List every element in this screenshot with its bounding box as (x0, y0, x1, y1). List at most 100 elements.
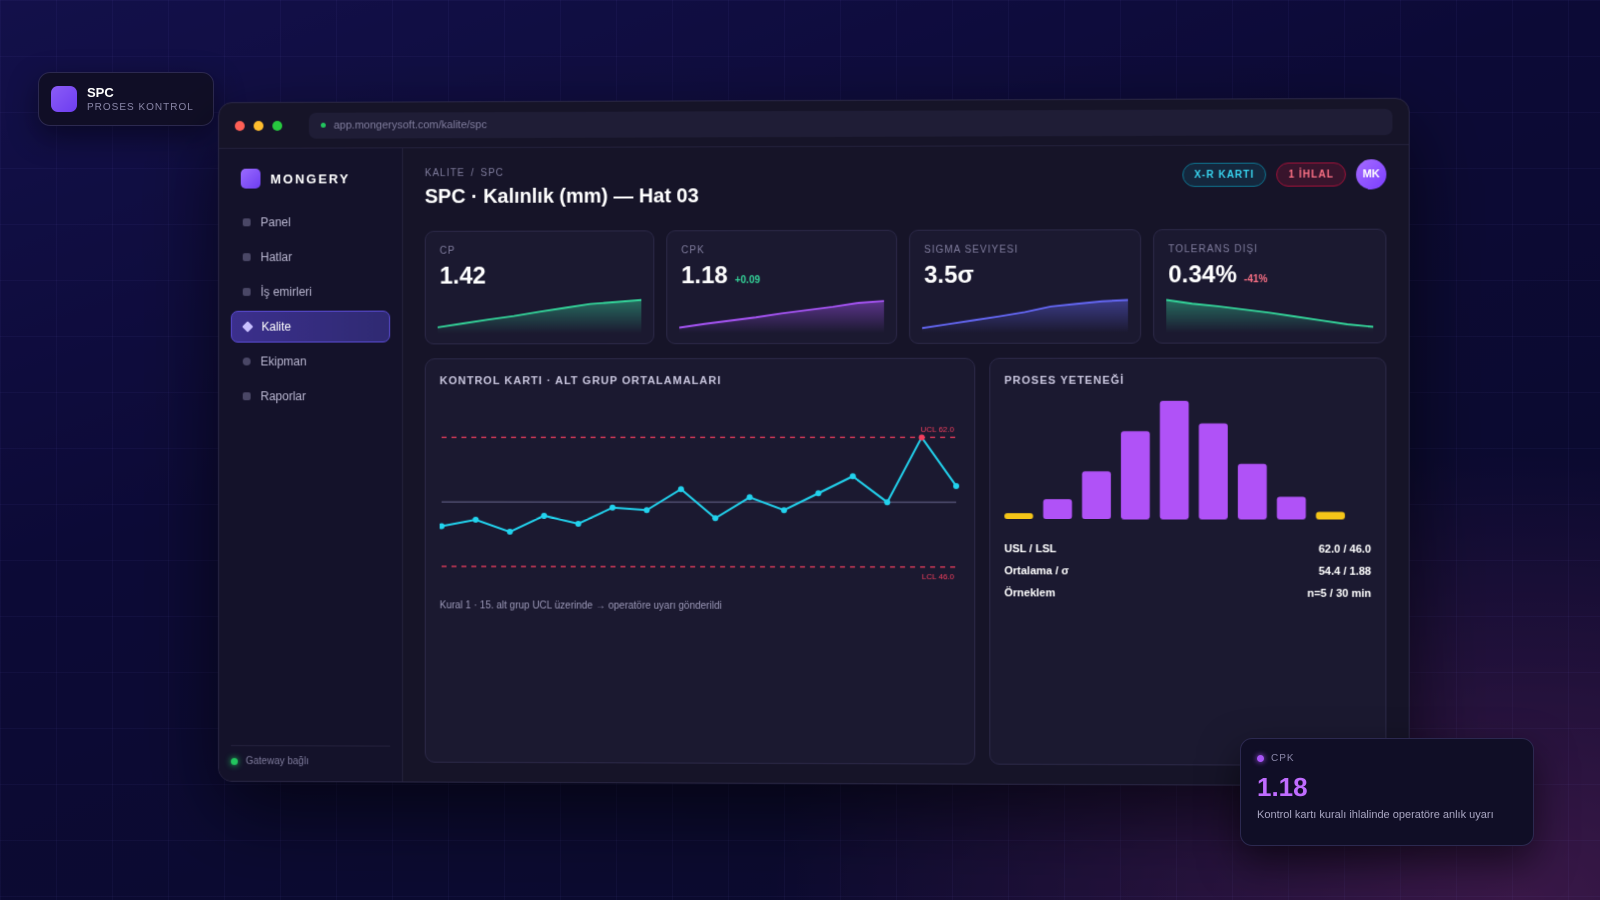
badge-title: SPC (87, 85, 194, 100)
histogram-bar (1277, 497, 1306, 520)
sidebar-item-label: Kalite (261, 320, 291, 334)
kpi-card-cp: CP 1.42 (425, 230, 655, 344)
brand: MONGERY (231, 164, 390, 206)
breadcrumb-kalite[interactable]: KALITE (425, 168, 465, 179)
histogram-bar (1121, 431, 1150, 519)
connection-status-text: Gateway bağlı (246, 756, 309, 767)
sidebar-item-raporlar[interactable]: Raporlar (231, 380, 390, 412)
sidebar-item-panel[interactable]: Panel (231, 206, 390, 238)
close-window-button[interactable] (235, 120, 245, 130)
ucl-label: UCL 62.0 (921, 425, 955, 434)
float-card-label: CPK (1271, 753, 1295, 764)
circle-icon (243, 358, 251, 366)
data-point (747, 494, 753, 500)
sidebar-item-label: Panel (261, 215, 291, 229)
app-window: app.mongerysoft.com/kalite/spc MONGERY P… (218, 98, 1410, 786)
sidebar-item-hatlar[interactable]: Hatlar (231, 241, 390, 273)
avatar[interactable]: MK (1356, 159, 1386, 189)
histogram-bar (1238, 464, 1267, 520)
header-actions: X-R KARTI 1 İHLAL MK (1182, 159, 1386, 190)
stat-label: Ortalama / σ (1004, 565, 1069, 577)
lcl-label: LCL 46.0 (922, 572, 955, 581)
kpi-card-out-of-tolerance: TOLERANS DIŞI 0.34% -41% (1153, 229, 1386, 344)
kpi-label: TOLERANS DIŞI (1168, 244, 1371, 255)
data-point (507, 529, 513, 535)
minimize-window-button[interactable] (254, 120, 264, 130)
kpi-value: 0.34% (1168, 261, 1237, 289)
data-point (473, 517, 479, 523)
rule-violation-note: Kural 1 · 15. alt grup UCL üzerinde → op… (440, 600, 961, 612)
sidebar-item-kalite[interactable]: Kalite (231, 311, 390, 343)
window-titlebar: app.mongerysoft.com/kalite/spc (219, 99, 1409, 149)
sidebar-item-is-emirleri[interactable]: İş emirleri (231, 276, 390, 308)
sidebar-item-label: Ekipman (261, 354, 307, 368)
kpi-sparkline (1166, 294, 1373, 332)
data-point (712, 515, 718, 521)
square-icon (243, 218, 251, 226)
sidebar-item-label: Hatlar (261, 250, 293, 264)
stat-row-mean-sigma: Ortalama / σ 54.4 / 1.88 (1004, 560, 1371, 583)
subgroup-mean-line (442, 437, 957, 532)
violation-chip[interactable]: 1 İHLAL (1276, 162, 1346, 186)
breadcrumb-separator: / (471, 168, 475, 179)
histogram-bar (1082, 471, 1111, 519)
sidebar-nav: Panel Hatlar İş emirleri Kalite Ekipman (231, 206, 390, 412)
brand-logo-icon (241, 169, 261, 189)
data-point (440, 523, 445, 529)
kpi-sparkline (922, 294, 1128, 332)
control-chart-panel: KONTROL KARTI · ALT GRUP ORTALAMALARI UC… (425, 358, 975, 765)
kpi-card-sigma: SIGMA SEVIYESI 3.5σ (909, 229, 1141, 344)
kpi-value: 1.42 (440, 263, 486, 291)
report-icon (243, 392, 251, 400)
badge-subtitle: PROSES KONTROL (87, 102, 194, 113)
stat-row-usl-lsl: USL / LSL 62.0 / 46.0 (1004, 538, 1371, 561)
sparkline-area (679, 301, 884, 333)
cpk-alert-card: CPK 1.18 Kontrol kartı kuralı ihlalinde … (1240, 738, 1534, 846)
breadcrumb-spc[interactable]: SPC (481, 168, 504, 179)
stat-row-sample: Örneklem n=5 / 30 min (1004, 582, 1371, 605)
sidebar-item-label: İş emirleri (261, 285, 312, 299)
sidebar-item-ekipman[interactable]: Ekipman (231, 345, 390, 377)
sparkline-area (922, 300, 1128, 333)
data-point (541, 513, 547, 519)
stat-value: 62.0 / 46.0 (1319, 544, 1372, 556)
kpi-label: CP (440, 245, 640, 256)
address-text: app.mongerysoft.com/kalite/spc (334, 119, 487, 131)
histogram-bar (1316, 512, 1345, 520)
sparkline-area (438, 300, 642, 333)
chart-type-chip[interactable]: X-R KARTI (1182, 163, 1266, 187)
list-icon (243, 288, 251, 296)
histogram-bar (1004, 513, 1033, 519)
kpi-sparkline (679, 295, 884, 333)
float-card-description: Kontrol kartı kuralı ihlalinde operatöre… (1257, 809, 1517, 821)
status-dot-icon (1257, 755, 1264, 762)
data-point (678, 486, 684, 492)
data-point (850, 473, 856, 479)
kpi-sparkline (438, 295, 642, 333)
histogram-bar (1043, 499, 1072, 519)
sidebar-item-label: Raporlar (261, 389, 306, 403)
maximize-window-button[interactable] (272, 120, 282, 130)
capability-panel: PROSES YETENEĞİ USL / LSL 62.0 / 46.0 Or… (989, 357, 1386, 766)
brand-name: MONGERY (270, 171, 350, 186)
capability-title: PROSES YETENEĞİ (1004, 375, 1371, 387)
data-point (644, 507, 650, 513)
address-bar[interactable]: app.mongerysoft.com/kalite/spc (309, 108, 1393, 138)
secure-indicator-icon (321, 123, 326, 128)
capability-stats: USL / LSL 62.0 / 46.0 Ortalama / σ 54.4 … (1004, 538, 1371, 605)
kpi-row: CP 1.42 CPK 1.18 +0.09 SIGMA SEVIYESI (425, 229, 1387, 345)
stat-label: USL / LSL (1004, 543, 1056, 555)
lcl-line (442, 566, 957, 567)
histogram-bar (1160, 401, 1189, 519)
data-point (781, 507, 787, 513)
stat-label: Örneklem (1004, 587, 1055, 599)
main-content: KALITE / SPC SPC · Kalınlık (mm) — Hat 0… (403, 145, 1409, 786)
data-point (884, 499, 890, 505)
sidebar: MONGERY Panel Hatlar İş emirleri Kalite (219, 148, 403, 783)
connection-status: Gateway bağlı (231, 745, 390, 767)
data-point (610, 505, 616, 511)
histogram-bar (1199, 424, 1228, 520)
kpi-delta: -41% (1244, 274, 1268, 285)
spc-logo-icon (51, 86, 77, 112)
violation-point (919, 434, 925, 440)
